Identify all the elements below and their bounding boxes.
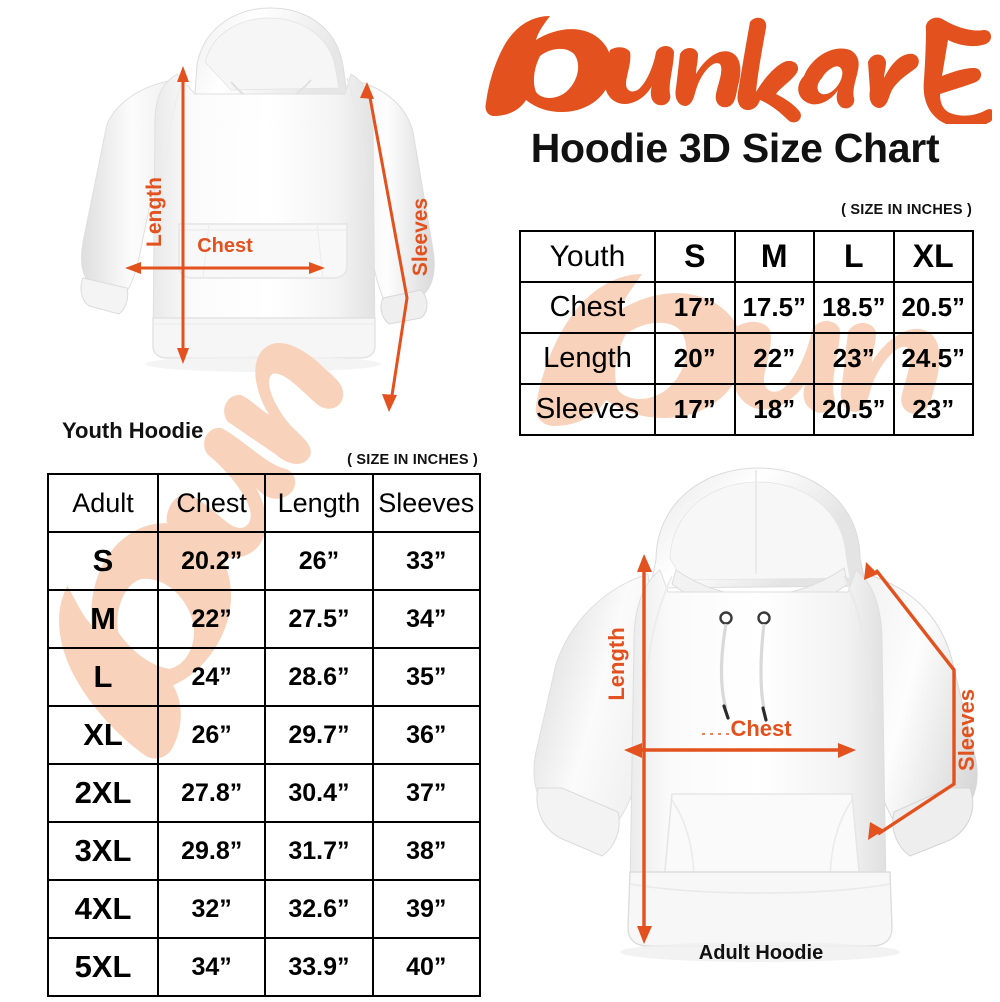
adult-row-label-2xl: 2XL: [47, 763, 159, 823]
table-row: 5XL 34” 33.9” 40”: [47, 937, 481, 997]
youth-hoodie-caption: Youth Hoodie: [62, 418, 204, 443]
length-measure-arrow-youth: [177, 66, 189, 364]
youth-hoodie-illustration: Length Chest Sleeves: [55, 2, 475, 447]
length-label-youth: Length: [143, 177, 166, 247]
adult-5xl-chest: 34”: [156, 937, 267, 997]
table-row: M 22” 27.5” 34”: [47, 589, 481, 649]
youth-col-xl: XL: [892, 230, 974, 283]
youth-col-s: S: [654, 230, 736, 283]
youth-chest-l: 18.5”: [813, 281, 895, 334]
adult-row-label-xl: XL: [47, 705, 159, 765]
page-title: Hoodie 3D Size Chart: [530, 125, 940, 171]
adult-3xl-chest: 29.8”: [156, 821, 267, 881]
adult-row-label-m: M: [47, 589, 159, 649]
table-row: L 24” 28.6” 35”: [47, 647, 481, 707]
youth-length-s: 20”: [654, 332, 736, 385]
adult-4xl-length: 32.6”: [264, 879, 374, 939]
youth-chest-m: 17.5”: [733, 281, 815, 334]
youth-chest-s: 17”: [654, 281, 736, 334]
table-row: Length 20” 22” 23” 24.5”: [519, 332, 974, 385]
adult-row-label-s: S: [47, 531, 159, 591]
adult-4xl-chest: 32”: [156, 879, 267, 939]
table-row: Sleeves 17” 18” 20.5” 23”: [519, 383, 974, 436]
youth-col-m: M: [733, 230, 815, 283]
adult-l-chest: 24”: [156, 647, 267, 707]
sleeves-label-adult: Sleeves: [954, 689, 979, 771]
sleeves-label-youth: Sleeves: [409, 198, 432, 276]
table-header-row: Adult Chest Length Sleeves: [47, 473, 481, 533]
adult-l-sleeves: 35”: [371, 647, 481, 707]
adult-row-label-3xl: 3XL: [47, 821, 159, 881]
chest-measure-arrow-youth: [125, 262, 325, 274]
adult-5xl-length: 33.9”: [264, 937, 374, 997]
youth-length-xl: 24.5”: [892, 332, 974, 385]
table-row: 4XL 32” 32.6” 39”: [47, 879, 481, 939]
youth-chest-xl: 20.5”: [892, 281, 974, 334]
adult-size-unit-note: ( SIZE IN INCHES ): [347, 452, 478, 468]
table-row: S 20.2” 26” 33”: [47, 531, 481, 591]
youth-sleeves-m: 18”: [733, 383, 815, 436]
adult-2xl-length: 30.4”: [264, 763, 374, 823]
youth-sleeves-s: 17”: [654, 383, 736, 436]
youth-length-m: 22”: [733, 332, 815, 385]
adult-row-label-l: L: [47, 647, 159, 707]
brand-header: Hoodie 3D Size Chart: [478, 6, 992, 196]
table-row: 2XL 27.8” 30.4” 37”: [47, 763, 481, 823]
youth-size-unit-note: ( SIZE IN INCHES ): [841, 202, 972, 218]
adult-row-label-5xl: 5XL: [47, 937, 159, 997]
youth-row-label-length: Length: [519, 332, 656, 385]
adult-s-chest: 20.2”: [156, 531, 267, 591]
adult-3xl-sleeves: 38”: [371, 821, 481, 881]
adult-xl-sleeves: 36”: [371, 705, 481, 765]
adult-l-length: 28.6”: [264, 647, 374, 707]
adult-xl-chest: 26”: [156, 705, 267, 765]
dunkare-logo-icon: [485, 16, 992, 124]
adult-m-length: 27.5”: [264, 589, 374, 649]
adult-5xl-sleeves: 40”: [371, 937, 481, 997]
adult-hoodie-caption: Adult Hoodie: [698, 942, 824, 964]
adult-4xl-sleeves: 39”: [371, 879, 481, 939]
youth-row-label-chest: Chest: [519, 281, 656, 334]
youth-sleeves-xl: 23”: [892, 383, 974, 436]
adult-col-sleeves: Sleeves: [371, 473, 481, 533]
adult-3xl-length: 31.7”: [264, 821, 374, 881]
table-row: XL 26” 29.7” 36”: [47, 705, 481, 765]
youth-size-table: Youth S M L XL Chest 17” 17.5” 18.5” 20.…: [519, 230, 974, 436]
adult-2xl-sleeves: 37”: [371, 763, 481, 823]
chest-label-youth: Chest: [197, 235, 253, 257]
table-row: 3XL 29.8” 31.7” 38”: [47, 821, 481, 881]
chest-measure-arrow-adult: [624, 743, 856, 758]
youth-sleeves-l: 20.5”: [813, 383, 895, 436]
sleeves-measure-arrow-adult: [864, 562, 956, 840]
youth-col-l: L: [813, 230, 895, 283]
adult-corner-label: Adult: [47, 473, 159, 533]
chest-label-adult: Chest: [730, 716, 792, 741]
youth-length-l: 23”: [813, 332, 895, 385]
adult-xl-length: 29.7”: [264, 705, 374, 765]
youth-row-label-sleeves: Sleeves: [519, 383, 656, 436]
adult-size-table: Adult Chest Length Sleeves S 20.2” 26” 3…: [47, 473, 481, 997]
youth-corner-label: Youth: [519, 230, 656, 283]
length-label-adult: Length: [604, 627, 629, 700]
adult-s-length: 26”: [264, 531, 374, 591]
adult-m-sleeves: 34”: [371, 589, 481, 649]
table-row: Chest 17” 17.5” 18.5” 20.5”: [519, 281, 974, 334]
adult-m-chest: 22”: [156, 589, 267, 649]
table-header-row: Youth S M L XL: [519, 230, 974, 283]
adult-col-chest: Chest: [156, 473, 267, 533]
adult-row-label-4xl: 4XL: [47, 879, 159, 939]
sleeves-measure-arrow-youth: [360, 82, 409, 412]
adult-s-sleeves: 33”: [371, 531, 481, 591]
adult-hoodie-illustration: Length Chest Sleeves: [530, 452, 992, 997]
adult-2xl-chest: 27.8”: [156, 763, 267, 823]
adult-col-length: Length: [264, 473, 374, 533]
